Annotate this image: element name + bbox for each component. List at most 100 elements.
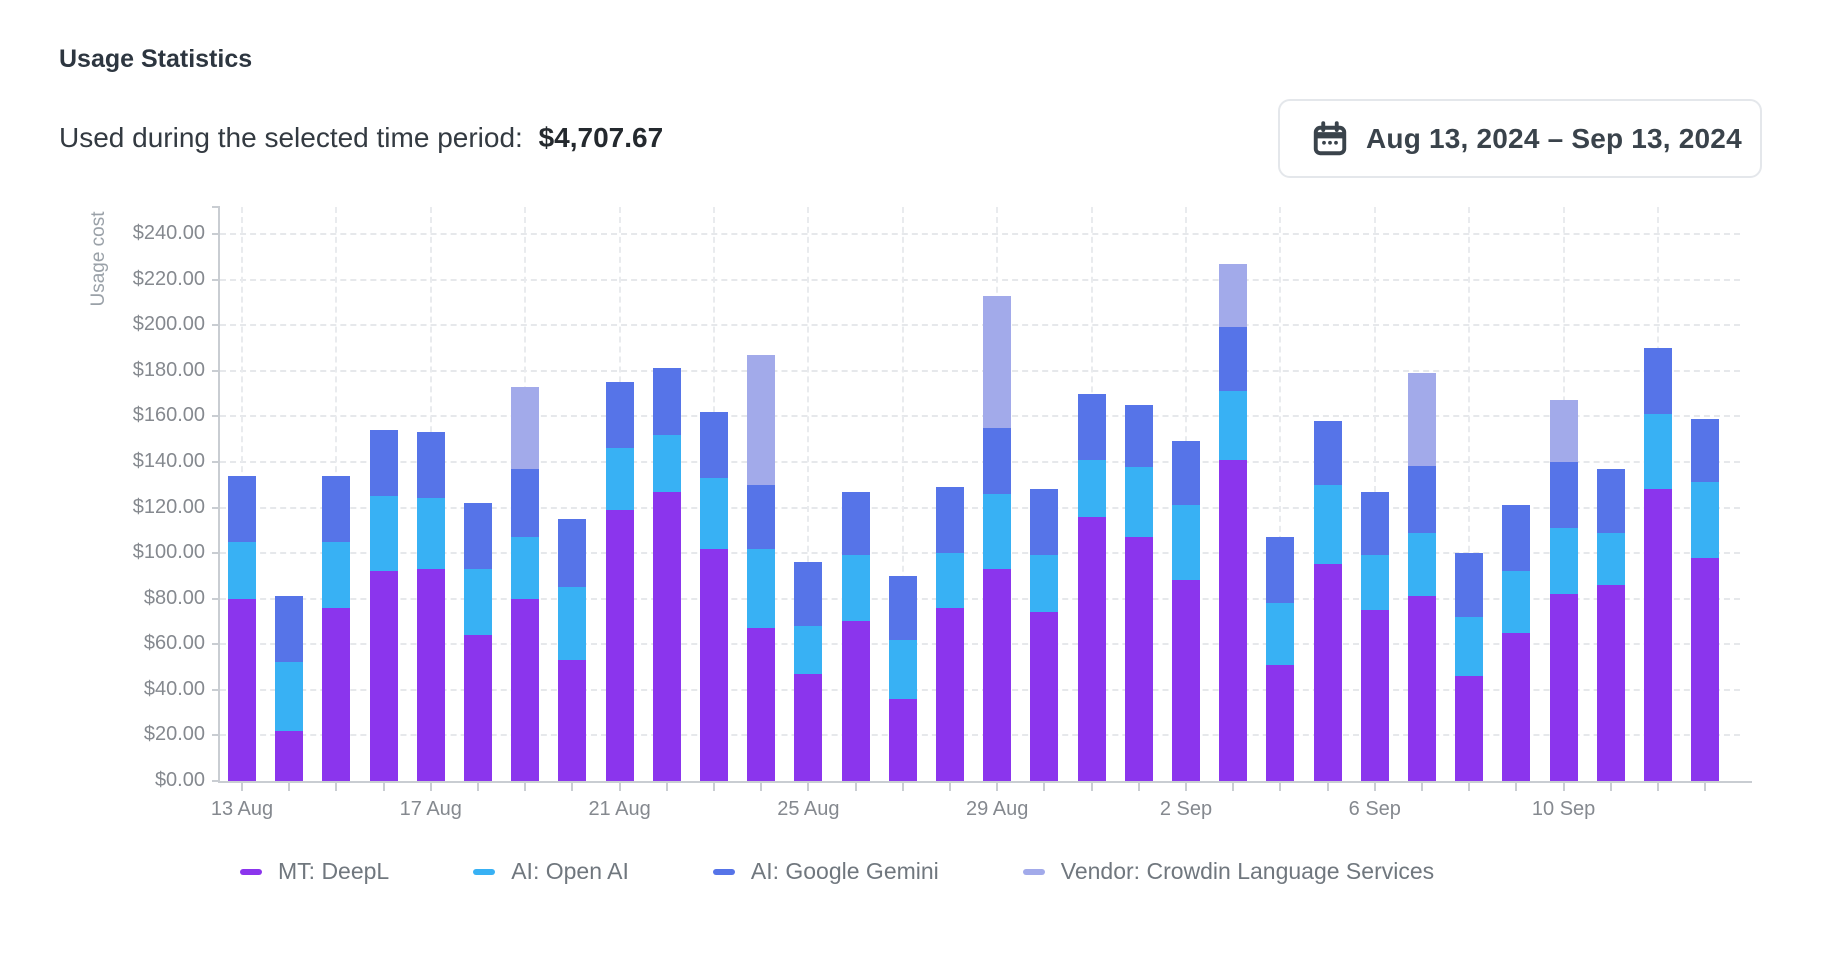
- bar-5-Sep[interactable]: [1313, 420, 1342, 781]
- bar-segment[interactable]: [888, 575, 917, 640]
- bar-7-Sep[interactable]: [1408, 373, 1436, 781]
- bar-segment[interactable]: [1408, 532, 1436, 597]
- bar-22-Aug[interactable]: [652, 368, 681, 781]
- bar-segment[interactable]: [605, 382, 634, 449]
- bar-segment[interactable]: [794, 626, 823, 674]
- bar-segment[interactable]: [652, 491, 681, 781]
- bar-segment[interactable]: [1030, 489, 1059, 556]
- bar-segment[interactable]: [1455, 553, 1484, 617]
- bar-segment[interactable]: [1408, 596, 1436, 781]
- bar-segment[interactable]: [1502, 505, 1531, 572]
- bar-segment[interactable]: [1455, 676, 1484, 781]
- bar-segment[interactable]: [1596, 584, 1625, 781]
- bar-segment[interactable]: [747, 484, 776, 549]
- bar-3-Sep[interactable]: [1219, 263, 1248, 781]
- bar-31-Aug[interactable]: [1077, 393, 1106, 781]
- bar-8-Sep[interactable]: [1455, 553, 1484, 781]
- bar-segment[interactable]: [1030, 555, 1059, 613]
- bar-segment[interactable]: [322, 541, 351, 608]
- bar-segment[interactable]: [416, 432, 445, 499]
- bar-segment[interactable]: [228, 475, 256, 542]
- bar-segment[interactable]: [1549, 461, 1578, 528]
- bar-segment[interactable]: [1219, 327, 1248, 392]
- bar-segment[interactable]: [1644, 347, 1672, 415]
- bar-segment[interactable]: [1549, 594, 1578, 781]
- bar-segment[interactable]: [1360, 491, 1389, 556]
- legend-item[interactable]: AI: Open AI: [473, 858, 629, 885]
- bar-segment[interactable]: [511, 468, 540, 538]
- bar-segment[interactable]: [794, 673, 823, 781]
- bar-segment[interactable]: [1219, 459, 1248, 781]
- bar-segment[interactable]: [936, 553, 964, 608]
- bar-segment[interactable]: [275, 730, 304, 781]
- bar-segment[interactable]: [983, 569, 1012, 781]
- legend-item[interactable]: MT: DeepL: [240, 858, 389, 885]
- bar-21-Aug[interactable]: [605, 382, 634, 781]
- bar-segment[interactable]: [1644, 414, 1672, 490]
- bar-segment[interactable]: [652, 434, 681, 492]
- bar-segment[interactable]: [983, 493, 1012, 570]
- bar-segment[interactable]: [1502, 632, 1531, 781]
- bar-segment[interactable]: [1691, 418, 1720, 483]
- bar-27-Aug[interactable]: [888, 575, 917, 781]
- bar-segment[interactable]: [652, 368, 681, 435]
- bar-segment[interactable]: [747, 628, 776, 781]
- bar-17-Aug[interactable]: [416, 432, 445, 781]
- legend-item[interactable]: AI: Google Gemini: [712, 858, 939, 885]
- bar-13-Aug[interactable]: [228, 475, 256, 781]
- bar-18-Aug[interactable]: [464, 502, 492, 781]
- bar-segment[interactable]: [275, 662, 304, 731]
- bar-26-Aug[interactable]: [841, 491, 870, 781]
- bar-1-Sep[interactable]: [1124, 404, 1153, 781]
- bar-30-Aug[interactable]: [1030, 489, 1059, 781]
- bar-segment[interactable]: [558, 587, 587, 661]
- bar-14-Aug[interactable]: [275, 596, 304, 781]
- date-range-picker[interactable]: Aug 13, 2024 – Sep 13, 2024: [1278, 99, 1762, 178]
- bar-segment[interactable]: [464, 502, 492, 570]
- bar-segment[interactable]: [275, 596, 304, 663]
- bar-segment[interactable]: [936, 487, 964, 554]
- bar-segment[interactable]: [511, 537, 540, 599]
- bar-segment[interactable]: [1313, 564, 1342, 781]
- bar-segment[interactable]: [1408, 466, 1436, 533]
- bar-segment[interactable]: [1549, 528, 1578, 595]
- bar-segment[interactable]: [322, 607, 351, 781]
- bar-4-Sep[interactable]: [1266, 537, 1295, 781]
- bar-segment[interactable]: [1596, 532, 1625, 585]
- bar-segment[interactable]: [841, 555, 870, 622]
- bar-29-Aug[interactable]: [983, 295, 1012, 781]
- bar-25-Aug[interactable]: [794, 562, 823, 781]
- bar-28-Aug[interactable]: [936, 487, 964, 781]
- bar-segment[interactable]: [1172, 580, 1200, 781]
- bar-segment[interactable]: [1172, 441, 1200, 506]
- bar-segment[interactable]: [1266, 537, 1295, 604]
- bar-segment[interactable]: [936, 607, 964, 781]
- bar-segment[interactable]: [1124, 404, 1153, 467]
- bar-segment[interactable]: [841, 491, 870, 556]
- bar-segment[interactable]: [888, 639, 917, 699]
- bar-24-Aug[interactable]: [747, 354, 776, 781]
- bar-segment[interactable]: [1644, 489, 1672, 781]
- bar-23-Aug[interactable]: [700, 411, 728, 781]
- bar-segment[interactable]: [1596, 468, 1625, 533]
- bar-segment[interactable]: [1030, 612, 1059, 781]
- bar-segment[interactable]: [983, 427, 1012, 494]
- bar-15-Aug[interactable]: [322, 475, 351, 781]
- bar-segment[interactable]: [700, 548, 728, 781]
- bar-segment[interactable]: [464, 569, 492, 636]
- bar-segment[interactable]: [841, 621, 870, 781]
- bar-segment[interactable]: [1219, 391, 1248, 460]
- bar-segment[interactable]: [1266, 603, 1295, 665]
- bar-segment[interactable]: [700, 411, 728, 478]
- bar-20-Aug[interactable]: [558, 518, 587, 781]
- bar-segment[interactable]: [1077, 516, 1106, 781]
- bar-segment[interactable]: [228, 598, 256, 781]
- bar-segment[interactable]: [605, 448, 634, 510]
- bar-segment[interactable]: [1313, 420, 1342, 485]
- bar-segment[interactable]: [416, 498, 445, 570]
- bar-segment[interactable]: [558, 518, 587, 588]
- bar-segment[interactable]: [983, 295, 1012, 428]
- bar-segment[interactable]: [1077, 459, 1106, 517]
- bar-segment[interactable]: [700, 477, 728, 549]
- bar-segment[interactable]: [1219, 263, 1248, 328]
